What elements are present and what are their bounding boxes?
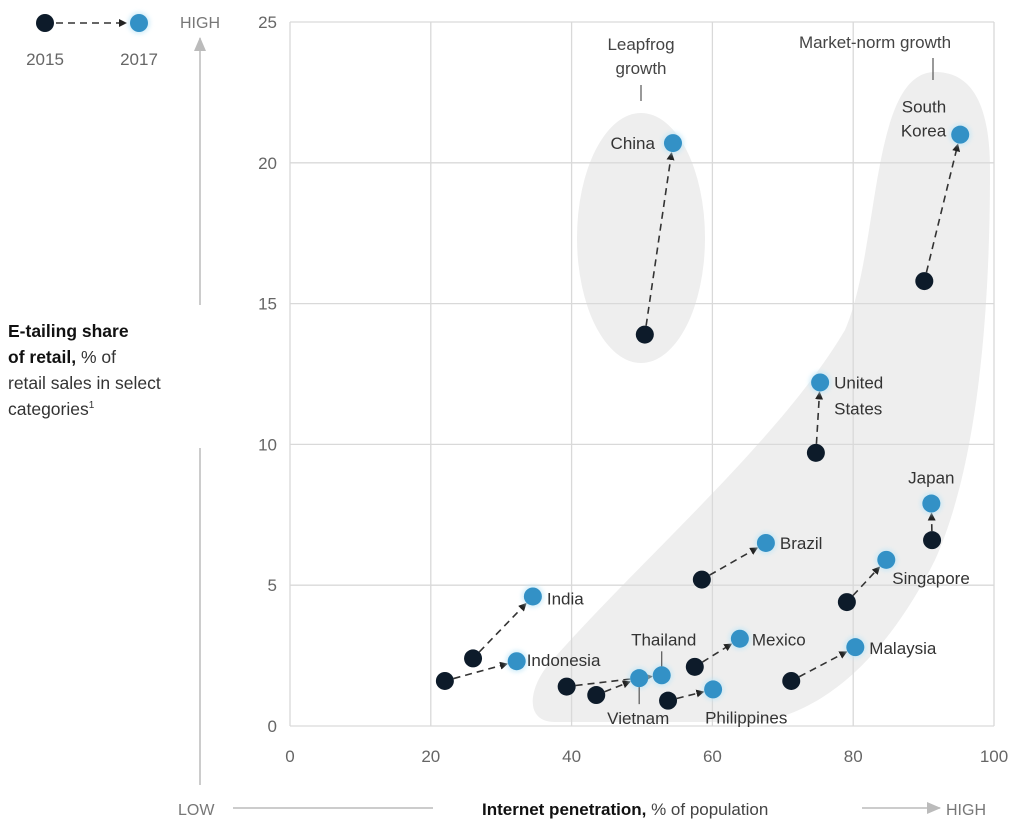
x-tick-label: 20: [421, 747, 440, 766]
point-2017-india: [523, 587, 542, 606]
point-2015-thailand: [557, 677, 576, 696]
y-axis-title: E-tailing share of retail, % of retail s…: [8, 318, 198, 422]
point-2017-indonesia: [507, 652, 526, 671]
region-label-market-norm: Market-norm growth: [799, 33, 951, 52]
y-axis-high-label: HIGH: [180, 15, 220, 32]
label-mexico: Mexico: [752, 631, 806, 650]
label-singapore: Singapore: [892, 569, 970, 588]
label-brazil: Brazil: [780, 534, 823, 553]
arrow-vietnam: [604, 680, 631, 693]
arrow-china: [645, 151, 675, 326]
legend-label-2017: 2017: [120, 50, 158, 69]
labels-layer: China South Korea United States Japan Brazil Si…: [527, 98, 970, 728]
x-axis-title-bold: Internet penetration,: [482, 800, 646, 819]
y-axis-title-bold-1: E-tailing share: [8, 321, 129, 341]
label-japan: Japan: [908, 469, 954, 488]
arrow-indonesia: [453, 661, 509, 680]
point-2017-thailand: [652, 666, 671, 685]
y-tick-label: 20: [258, 154, 277, 173]
label-united-states: United: [834, 373, 883, 392]
point-2015-united-states: [806, 443, 825, 462]
point-2015-japan: [923, 531, 942, 550]
x-axis-title-rest: % of population: [646, 800, 768, 819]
x-axis-low-label: LOW: [178, 802, 215, 819]
point-2015-singapore: [837, 593, 856, 612]
y-axis-title-line-4: categories: [8, 399, 89, 419]
grid-layer: [289, 21, 995, 727]
point-2017-japan: [922, 494, 941, 513]
arrow-south-korea: [925, 143, 961, 273]
x-tick-label: 40: [562, 747, 581, 766]
point-2015-mexico: [685, 657, 704, 676]
label-thailand: Thailand: [631, 630, 696, 649]
y-axis-title-line-3: retail sales in select: [8, 373, 161, 393]
region-label-leapfrog: growth: [615, 59, 666, 78]
points-layer: [435, 123, 972, 710]
y-tick-label: 0: [268, 717, 277, 736]
y-tick-label: 25: [258, 13, 277, 32]
point-2017-brazil: [756, 533, 775, 552]
annotation-layer: Leapfrog growth Market-norm growth: [607, 33, 951, 101]
x-tick-label: 100: [980, 747, 1008, 766]
point-2017-china: [663, 134, 682, 153]
point-2015-india: [464, 649, 483, 668]
arrow-united-states: [815, 391, 824, 444]
y-axis-title-bold-2: of retail,: [8, 347, 77, 367]
label-india: India: [547, 589, 584, 608]
arrows-layer: [453, 143, 961, 700]
point-2017-mexico: [730, 629, 749, 648]
arrow-singapore: [852, 566, 881, 597]
y-tick-label: 10: [258, 435, 277, 454]
y-axis-title-rest-2: % of: [76, 347, 116, 367]
x-tick-label: 60: [703, 747, 722, 766]
footnote-marker: 1: [88, 400, 95, 412]
point-2015-south-korea: [915, 272, 934, 291]
point-2015-brazil: [692, 570, 711, 589]
x-axis-high-label: HIGH: [946, 802, 986, 819]
arrow-india: [478, 602, 527, 653]
legend-label-2015: 2015: [26, 50, 64, 69]
region-label-leapfrog: Leapfrog: [607, 35, 674, 54]
legend-marker-2015: [36, 14, 54, 32]
axis-extras: HIGH LOW HIGH Internet penetration, % of po…: [178, 15, 986, 819]
arrow-malaysia: [798, 651, 848, 678]
point-2015-vietnam: [587, 686, 606, 705]
point-2017-united-states: [811, 373, 830, 392]
ticks-layer: 0 20 40 60 80 100 0 5 10 15 20 25: [258, 13, 1008, 766]
label-south-korea: Korea: [901, 122, 947, 141]
label-united-states: States: [834, 399, 882, 418]
legend-layer: 2015 2017: [26, 12, 158, 69]
arrow-mexico: [702, 643, 733, 663]
x-tick-label: 0: [285, 747, 294, 766]
x-tick-label: 80: [844, 747, 863, 766]
point-2017-philippines: [704, 680, 723, 699]
legend-marker-2017: [130, 14, 148, 32]
arrow-philippines: [676, 689, 705, 700]
point-2017-south-korea: [951, 125, 970, 144]
point-2017-vietnam: [630, 669, 649, 688]
point-2017-singapore: [877, 550, 896, 569]
label-south-korea: South: [902, 98, 946, 117]
point-2015-malaysia: [782, 671, 801, 690]
label-indonesia: Indonesia: [527, 651, 601, 670]
point-2017-malaysia: [846, 638, 865, 657]
point-2015-philippines: [659, 691, 678, 710]
y-tick-label: 15: [258, 295, 277, 314]
region-leapfrog-growth: [577, 113, 705, 363]
arrow-brazil: [709, 547, 759, 576]
label-philippines: Philippines: [705, 708, 787, 727]
point-2015-china: [635, 325, 654, 344]
point-2015-indonesia: [435, 671, 454, 690]
y-tick-label: 5: [268, 576, 277, 595]
x-axis-title: Internet penetration, % of population: [482, 800, 768, 819]
label-malaysia: Malaysia: [869, 639, 937, 658]
regions-layer: [532, 72, 990, 722]
label-vietnam: Vietnam: [607, 709, 669, 728]
label-china: China: [611, 134, 656, 153]
